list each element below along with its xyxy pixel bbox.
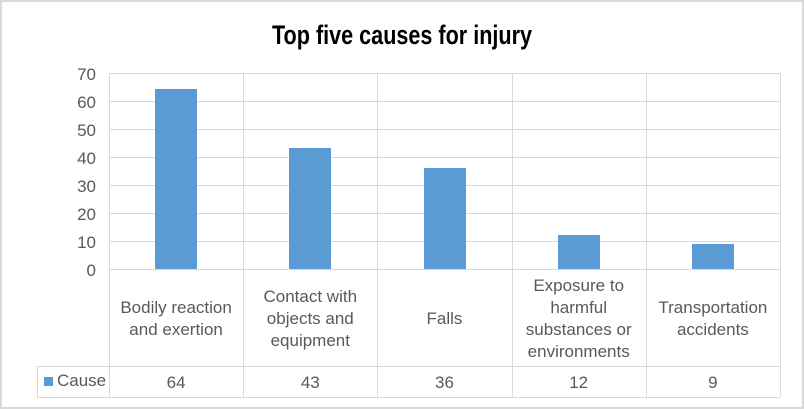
y-axis-label: 20 [77, 204, 96, 224]
table-value: 9 [708, 373, 718, 392]
category-label-text: Falls [426, 308, 463, 328]
category-label: Transportation accidents [646, 271, 780, 368]
legend-marker-icon [44, 376, 53, 386]
category-label: Falls [377, 271, 511, 368]
table-left-border [37, 365, 38, 397]
y-axis-label: 70 [77, 64, 96, 84]
column-separator [243, 72, 245, 397]
table-value: 12 [569, 373, 589, 392]
category-label-text: Bodily reaction and exertion [120, 297, 232, 339]
chart-title: Top five causes for injury [271, 19, 533, 50]
column-separator [511, 72, 513, 397]
bar [557, 235, 600, 269]
table-value: 64 [166, 373, 186, 392]
legend-series-name: Cause [57, 371, 107, 390]
category-label-text: Exposure to harmful substances or enviro… [525, 275, 632, 361]
bar [691, 243, 734, 269]
table-value: 43 [300, 373, 320, 392]
gridline [109, 72, 780, 74]
column-separator [780, 72, 781, 397]
table-border [37, 365, 780, 367]
column-separator [645, 72, 647, 397]
y-axis-label: 60 [77, 92, 96, 112]
legend-cell: Cause [37, 366, 109, 397]
column-separator [377, 72, 379, 397]
y-axis-label: 10 [77, 232, 96, 252]
y-axis-label: 50 [77, 120, 96, 140]
category-label-text: Contact with objects and equipment [263, 286, 358, 350]
gridline [109, 100, 780, 102]
category-label: Contact with objects and equipment [243, 271, 377, 368]
column-separator [109, 72, 110, 397]
gridline [109, 156, 780, 158]
category-label: Bodily reaction and exertion [109, 271, 243, 368]
category-label-text: Transportation accidents [658, 297, 768, 339]
y-axis-label: 0 [86, 261, 96, 280]
bar [423, 167, 466, 269]
category-axis-line [109, 269, 780, 270]
y-axis-label: 30 [77, 176, 96, 196]
y-axis-label: 40 [77, 148, 96, 168]
bar [289, 148, 332, 269]
gridline [109, 128, 780, 130]
table-border [37, 396, 780, 398]
category-label: Exposure to harmful substances or enviro… [512, 271, 646, 368]
table-value: 36 [435, 373, 454, 392]
bar [155, 89, 198, 269]
